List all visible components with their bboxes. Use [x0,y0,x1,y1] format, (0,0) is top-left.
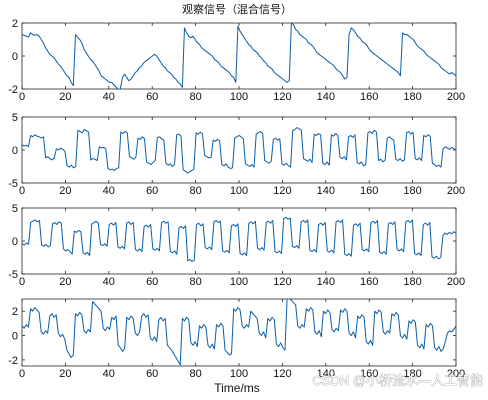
signal-line-4 [21,298,457,366]
x-tick-label: 120 [273,185,291,197]
x-tick-label: 180 [403,276,421,288]
x-tick-label: 80 [189,368,201,380]
x-tick-label: 200 [447,91,465,103]
x-tick-label: 0 [19,91,25,103]
x-tick-label: 120 [273,276,291,288]
subplot-2: 0 20 40 60 80 100 120 140 160 180 200-505 [8,112,465,197]
x-tick-label: 80 [189,185,201,197]
x-tick-label: 100 [230,185,248,197]
x-tick-label: 140 [317,91,335,103]
x-axis-label: Time/ms [214,381,260,395]
watermark-text: CSDN @小桥流水---人工智能 [312,373,483,388]
y-tick-label: 0 [12,51,18,63]
y-tick-label: 2 [12,18,18,30]
x-tick-label: 140 [317,185,335,197]
y-tick-label: 5 [12,112,18,124]
x-tick-label: 180 [403,91,421,103]
x-tick-label: 200 [447,185,465,197]
y-tick-label: 0 [12,145,18,157]
y-tick-label: 0 [12,331,18,343]
x-tick-label: 20 [59,91,71,103]
signal-line-2 [21,127,457,174]
x-tick-label: 60 [146,368,158,380]
y-tick-label: 2 [12,306,18,318]
x-tick-label: 160 [360,276,378,288]
x-tick-label: 100 [230,276,248,288]
y-tick-label: -5 [8,178,18,190]
chart-title: 观察信号（混合信号） [182,2,292,16]
x-tick-label: 0 [19,185,25,197]
plot-frame [21,116,457,184]
x-tick-label: 180 [403,368,421,380]
plot-frame [21,22,457,90]
x-tick-label: 140 [317,276,335,288]
y-tick-label: -2 [8,84,18,96]
x-tick-label: 40 [103,91,115,103]
subplot-1: 0 20 40 60 80 100 120 140 160 180 200-202 [8,18,465,103]
x-tick-label: 20 [59,368,71,380]
subplot-3: 0 20 40 60 80 100 120 140 160 180 200-505 [8,203,465,288]
signal-line-3 [21,216,457,262]
x-tick-label: 60 [146,91,158,103]
x-tick-label: 160 [360,368,378,380]
x-tick-label: 40 [103,368,115,380]
x-tick-label: 80 [189,91,201,103]
x-tick-label: 80 [189,276,201,288]
x-tick-label: 0 [19,276,25,288]
y-tick-label: 5 [12,203,18,215]
x-tick-label: 160 [360,91,378,103]
y-tick-label: 0 [12,236,18,248]
x-tick-label: 40 [103,185,115,197]
x-tick-label: 200 [447,276,465,288]
x-tick-label: 20 [59,185,71,197]
x-tick-label: 180 [403,185,421,197]
x-tick-label: 100 [230,91,248,103]
x-tick-label: 200 [447,368,465,380]
y-tick-label: -5 [8,269,18,281]
x-tick-label: 20 [59,276,71,288]
x-tick-label: 100 [230,368,248,380]
x-tick-label: 120 [273,91,291,103]
x-tick-label: 0 [19,368,25,380]
x-tick-label: 120 [273,368,291,380]
x-tick-label: 60 [146,185,158,197]
y-tick-label: -2 [8,355,18,367]
x-tick-label: 140 [317,368,335,380]
x-tick-label: 160 [360,185,378,197]
x-tick-label: 60 [146,276,158,288]
x-tick-label: 40 [103,276,115,288]
subplot-4: 0 20 40 60 80 100 120 140 160 180 200-202 [8,298,465,380]
signal-line-1 [21,22,457,90]
